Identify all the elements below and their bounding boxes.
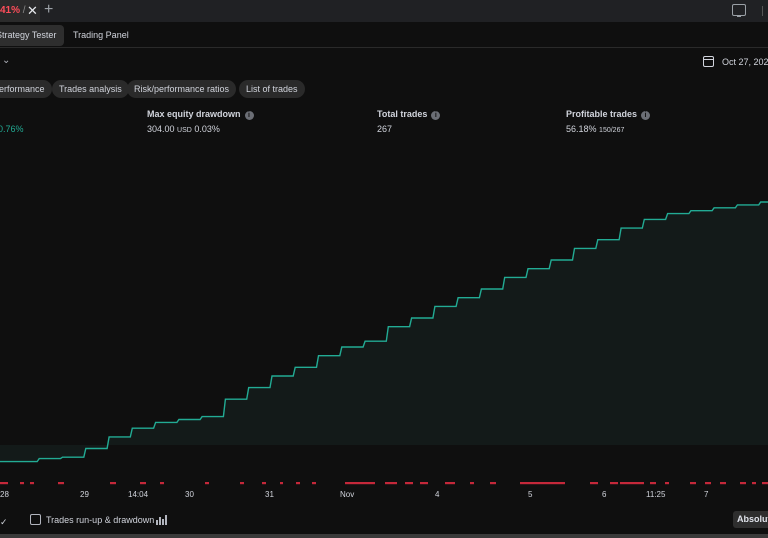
x-tick: 7	[704, 490, 709, 499]
drawdown-mark	[58, 482, 64, 485]
drawdown-mark	[280, 482, 283, 485]
drawdown-mark	[590, 482, 598, 485]
drawdown-mark	[312, 482, 316, 485]
tab-list-of-trades[interactable]: List of trades	[239, 80, 305, 98]
drawdown-mark	[262, 482, 266, 485]
absolute-scale-button[interactable]: Absolute	[733, 511, 768, 528]
drawdown-mark	[345, 482, 375, 485]
drawdown-mark	[240, 482, 244, 485]
x-tick: Nov	[340, 490, 355, 499]
chevron-down-icon[interactable]: ⌄	[2, 55, 11, 66]
total-trades-value: 267	[377, 124, 393, 134]
calendar-icon[interactable]	[703, 56, 714, 67]
drawdown-mark	[0, 482, 8, 485]
profitable-trades-value: 56.18% 150/267	[566, 124, 625, 134]
drawdown-mark	[740, 482, 746, 485]
x-tick: 28	[0, 490, 9, 499]
drawdown-mark	[110, 482, 116, 485]
profitable-trades-label: Profitable trades i	[566, 109, 651, 120]
net-profit-percent: 0.76%	[0, 124, 24, 134]
info-icon[interactable]: i	[431, 111, 441, 120]
browser-tab-title: 41% /	[0, 5, 26, 16]
x-tick: 31	[265, 490, 274, 499]
drawdown-mark	[205, 482, 209, 485]
x-tick: 6	[602, 490, 607, 499]
info-icon[interactable]: i	[641, 111, 651, 120]
tab-risk-performance-ratios[interactable]: Risk/performance ratios	[127, 80, 237, 98]
drawdown-mark	[296, 482, 300, 485]
equity-chart[interactable]	[0, 140, 768, 500]
panel-tabs: Strategy Tester Trading Panel	[0, 22, 768, 48]
max-drawdown-label: Max equity drawdown i	[147, 109, 254, 120]
drawdown-mark	[20, 482, 24, 485]
drawdown-mark	[160, 482, 164, 485]
equity-area	[0, 202, 768, 462]
drawdown-mark	[752, 482, 756, 485]
tab-trades-analysis[interactable]: Trades analysis	[52, 80, 129, 98]
x-tick: 11:25	[646, 490, 666, 499]
browser-tab-bar: 41% / ✕ +	[0, 0, 768, 22]
runup-drawdown-label[interactable]: Trades run-up & drawdown	[46, 515, 155, 525]
max-drawdown-value: 304.00 USD 0.03%	[147, 124, 220, 134]
total-trades-label: Total trades i	[377, 109, 441, 120]
runup-drawdown-checkbox[interactable]	[30, 514, 41, 525]
new-tab-icon[interactable]: +	[44, 1, 54, 18]
tab-trading-panel[interactable]: Trading Panel	[73, 30, 129, 40]
monitor-icon[interactable]	[732, 4, 746, 17]
drawdown-mark	[405, 482, 413, 485]
check-icon[interactable]: ✓	[0, 517, 8, 527]
browser-tab[interactable]	[0, 0, 40, 22]
drawdown-mark	[420, 482, 428, 485]
tab-strategy-tester[interactable]: Strategy Tester	[0, 25, 65, 46]
bar-chart-icon[interactable]	[156, 515, 167, 525]
drawdown-mark	[650, 482, 656, 485]
drawdown-mark	[30, 482, 34, 485]
drawdown-mark	[690, 482, 696, 485]
x-tick: 30	[185, 490, 194, 499]
tab-performance[interactable]: Performance	[0, 80, 52, 98]
date-range[interactable]: Oct 27, 2025	[722, 57, 768, 67]
drawdown-mark	[720, 482, 726, 485]
drawdown-mark	[705, 482, 711, 485]
drawdown-mark	[385, 482, 397, 485]
drawdown-mark	[445, 482, 455, 485]
x-tick: 14:04	[128, 490, 149, 499]
drawdown-mark	[490, 482, 496, 485]
drawdown-mark	[140, 482, 146, 485]
x-tick: 29	[80, 490, 89, 499]
drawdown-mark	[620, 482, 644, 485]
drawdown-mark	[665, 482, 669, 485]
divider	[762, 6, 763, 16]
bottom-strip	[0, 534, 768, 538]
equity-line	[0, 201, 768, 463]
drawdown-mark	[470, 482, 474, 485]
drawdown-mark	[520, 482, 565, 485]
x-tick: 4	[435, 490, 440, 499]
x-tick: 5	[528, 490, 533, 499]
info-icon[interactable]: i	[244, 111, 254, 120]
drawdown-mark	[762, 482, 768, 485]
drawdown-mark	[610, 482, 618, 485]
close-tab-icon[interactable]: ✕	[27, 3, 38, 18]
